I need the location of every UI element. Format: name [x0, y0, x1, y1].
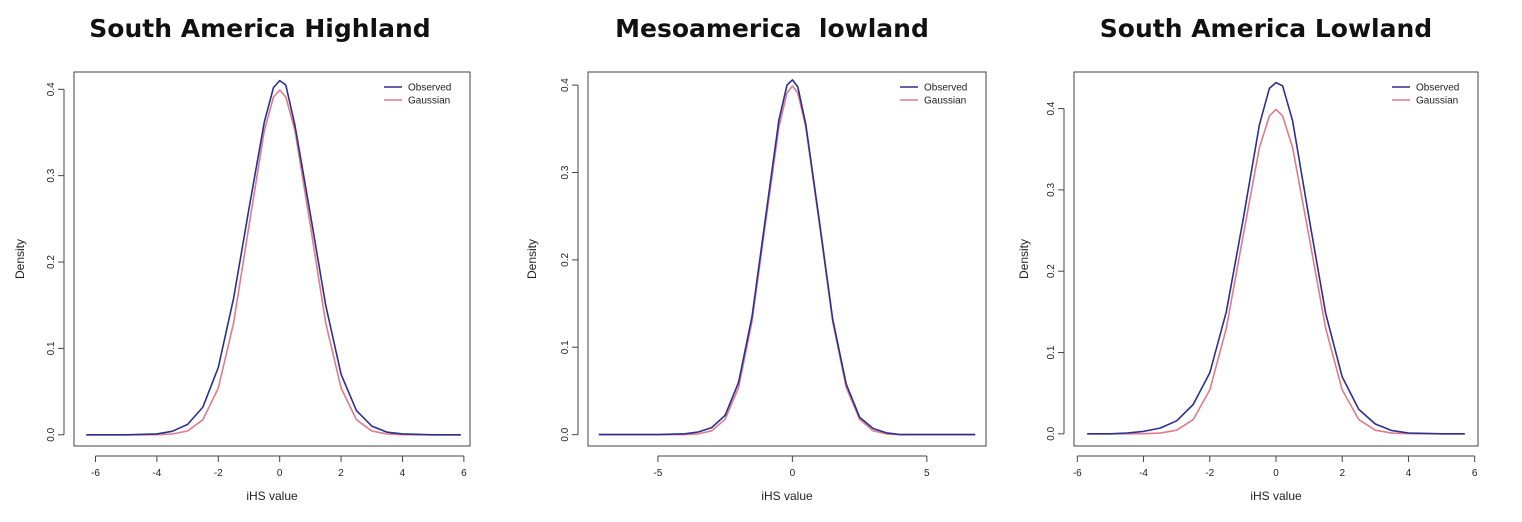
x-axis-label: iHS value	[1250, 489, 1302, 503]
series-line-observed	[1087, 81, 1465, 435]
y-axis-label: Density	[13, 239, 27, 279]
chart-plot: -6 -4 -2 0 2 4 6 0.0 0.1 0.2 0.3 0.4 iHS value Densit…	[13, 71, 471, 503]
chart-panel-south-america-lowland: South America Lowland -6 -4 -2 0 2 4 6 0.0 0.1 0.…	[1010, 0, 1522, 522]
x-tick-label: 5	[924, 468, 930, 479]
y-tick-label: 0.2	[46, 255, 57, 269]
chart-plot: -5 0 5 0.0 0.1 0.2 0.3 0.4 iHS value Density Obser…	[525, 71, 987, 503]
series-line-observed	[598, 79, 976, 436]
x-tick-label: -2	[214, 468, 223, 479]
legend-label-gaussian: Gaussian	[408, 96, 450, 107]
x-tick-label: 4	[400, 468, 406, 479]
y-tick-label: 0.1	[46, 341, 57, 355]
y-tick-label: 0.1	[560, 340, 571, 354]
chart-plot: -6 -4 -2 0 2 4 6 0.0 0.1 0.2 0.3 0.4 iHS value Densit…	[1017, 71, 1479, 503]
y-tick-label: 0.0	[46, 427, 57, 441]
y-axis-label: Density	[1017, 239, 1031, 279]
x-axis-label: iHS value	[246, 489, 298, 503]
y-tick-label: 0.2	[560, 252, 571, 266]
y-tick-label: 0.1	[1046, 345, 1057, 359]
y-tick-label: 0.3	[1046, 183, 1057, 197]
series-line-observed	[86, 79, 461, 436]
y-tick-label: 0.3	[560, 165, 571, 179]
chart-title: South America Lowland	[1099, 14, 1433, 43]
legend-label-observed: Observed	[1416, 83, 1459, 94]
series-line-gaussian	[86, 89, 461, 436]
y-tick-label: 0.0	[1046, 426, 1057, 440]
y-axis-label: Density	[525, 239, 539, 279]
x-tick-label: -4	[1139, 468, 1148, 479]
plot-frame	[587, 71, 987, 447]
x-tick-label: -4	[152, 468, 161, 479]
plot-frame	[1073, 71, 1479, 447]
y-tick-label: 0.4	[46, 82, 57, 96]
legend-label-gaussian: Gaussian	[924, 96, 966, 107]
plot-frame	[73, 71, 471, 447]
x-tick-label: 0	[1273, 468, 1279, 479]
y-tick-label: 0.2	[1046, 264, 1057, 278]
x-tick-label: -5	[653, 468, 662, 479]
chart-title: South America Highland	[89, 14, 431, 43]
x-tick-label: 6	[1472, 468, 1478, 479]
legend-label-gaussian: Gaussian	[1416, 96, 1458, 107]
series-line-gaussian	[598, 85, 976, 436]
y-tick-label: 0.0	[560, 427, 571, 441]
y-tick-label: 0.3	[46, 168, 57, 182]
legend-label-observed: Observed	[408, 83, 451, 94]
x-tick-label: 2	[1339, 468, 1345, 479]
x-tick-label: -6	[91, 468, 100, 479]
chart-panel-south-america-highland: South America Highland -6 -4 -2 0 2 4 6 0.0 0.1 0…	[0, 0, 520, 522]
x-tick-label: -2	[1205, 468, 1214, 479]
y-tick-label: 0.4	[1046, 101, 1057, 115]
x-tick-label: -6	[1073, 468, 1082, 479]
chart-title: Mesoamerica lowland	[615, 14, 929, 43]
legend-label-observed: Observed	[924, 83, 967, 94]
chart-panel-mesoamerica-lowland: Mesoamerica lowland -5 0 5 0.0 0.1 0.2 0.3 0.4 i…	[512, 0, 1032, 522]
y-tick-label: 0.4	[560, 78, 571, 92]
x-axis-label: iHS value	[761, 489, 813, 503]
x-tick-label: 6	[461, 468, 467, 479]
x-tick-label: 2	[338, 468, 344, 479]
x-tick-label: 0	[790, 468, 796, 479]
series-line-gaussian	[1087, 108, 1465, 435]
x-tick-label: 4	[1406, 468, 1412, 479]
x-tick-label: 0	[277, 468, 283, 479]
